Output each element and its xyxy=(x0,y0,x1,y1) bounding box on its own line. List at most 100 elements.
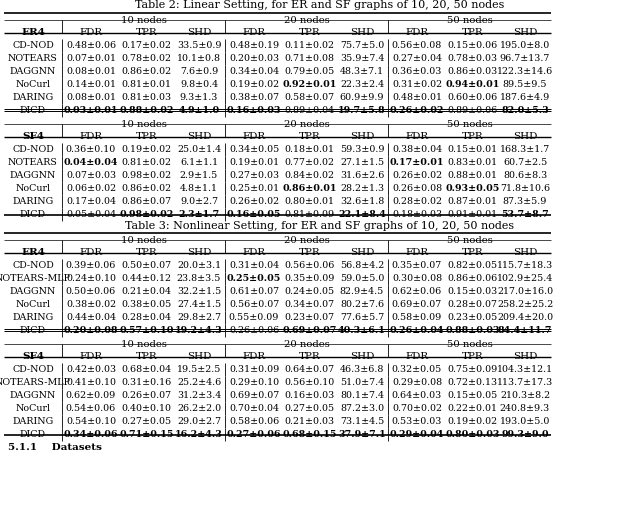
Text: 60.7±2.5: 60.7±2.5 xyxy=(503,158,547,167)
Text: 29.8±2.7: 29.8±2.7 xyxy=(177,313,221,322)
Text: 0.14±0.01: 0.14±0.01 xyxy=(66,80,116,89)
Text: 0.35±0.09: 0.35±0.09 xyxy=(284,274,335,283)
Text: 5.1.1    Datasets: 5.1.1 Datasets xyxy=(8,442,102,452)
Text: 0.64±0.07: 0.64±0.07 xyxy=(284,365,335,374)
Text: SF4: SF4 xyxy=(22,352,44,361)
Text: 0.31±0.02: 0.31±0.02 xyxy=(392,80,442,89)
Text: 0.86±0.02: 0.86±0.02 xyxy=(122,184,172,193)
Text: 0.50±0.07: 0.50±0.07 xyxy=(122,261,172,270)
Text: 27.1±1.5: 27.1±1.5 xyxy=(340,158,384,167)
Text: FDR: FDR xyxy=(79,352,102,361)
Text: 0.27±0.03: 0.27±0.03 xyxy=(229,171,279,180)
Text: 0.89±0.04: 0.89±0.04 xyxy=(284,106,335,115)
Text: ER4: ER4 xyxy=(21,248,45,257)
Text: SHD: SHD xyxy=(187,132,211,141)
Text: 75.7±5.0: 75.7±5.0 xyxy=(340,41,384,50)
Text: 0.29±0.10: 0.29±0.10 xyxy=(229,378,279,387)
Text: 0.26±0.08: 0.26±0.08 xyxy=(392,184,442,193)
Text: ER4: ER4 xyxy=(21,28,45,37)
Text: 87.3±5.9: 87.3±5.9 xyxy=(503,197,547,206)
Text: 0.88±0.01: 0.88±0.01 xyxy=(447,171,497,180)
Text: 0.61±0.07: 0.61±0.07 xyxy=(229,287,279,296)
Text: DICD: DICD xyxy=(20,326,46,335)
Text: 0.78±0.02: 0.78±0.02 xyxy=(122,54,172,63)
Text: FDR: FDR xyxy=(405,132,429,141)
Text: 0.32±0.05: 0.32±0.05 xyxy=(392,365,442,374)
Text: 60.9±9.9: 60.9±9.9 xyxy=(340,93,384,102)
Text: 0.69±0.07: 0.69±0.07 xyxy=(282,326,337,335)
Text: TPR: TPR xyxy=(136,28,157,37)
Text: 0.60±0.06: 0.60±0.06 xyxy=(447,93,498,102)
Text: NOTEARS: NOTEARS xyxy=(8,158,58,167)
Text: 0.56±0.06: 0.56±0.06 xyxy=(284,261,335,270)
Text: 0.54±0.06: 0.54±0.06 xyxy=(66,404,116,413)
Text: 26.2±2.0: 26.2±2.0 xyxy=(177,404,221,413)
Text: TPR: TPR xyxy=(136,248,157,257)
Text: 0.82±0.05: 0.82±0.05 xyxy=(447,261,497,270)
Text: NoCurl: NoCurl xyxy=(15,184,51,193)
Text: 33.5±0.9: 33.5±0.9 xyxy=(177,41,221,50)
Text: DAGGNN: DAGGNN xyxy=(10,171,56,180)
Text: 0.68±0.04: 0.68±0.04 xyxy=(122,365,172,374)
Text: 9.0±2.7: 9.0±2.7 xyxy=(180,197,218,206)
Text: 73.1±4.5: 73.1±4.5 xyxy=(340,417,384,426)
Text: 50 nodes: 50 nodes xyxy=(447,236,492,245)
Text: 0.86±0.07: 0.86±0.07 xyxy=(122,197,172,206)
Text: 0.20±0.08: 0.20±0.08 xyxy=(64,326,118,335)
Text: DAGGNN: DAGGNN xyxy=(10,391,56,400)
Text: 0.26±0.06: 0.26±0.06 xyxy=(229,326,279,335)
Text: 0.40±0.10: 0.40±0.10 xyxy=(122,404,172,413)
Text: DICD: DICD xyxy=(20,210,46,219)
Text: DARING: DARING xyxy=(12,417,54,426)
Text: DAGGNN: DAGGNN xyxy=(10,67,56,76)
Text: 40.3±6.1: 40.3±6.1 xyxy=(338,326,386,335)
Text: 80.2±7.6: 80.2±7.6 xyxy=(340,300,384,309)
Text: 0.80±0.01: 0.80±0.01 xyxy=(285,197,335,206)
Text: 0.81±0.03: 0.81±0.03 xyxy=(122,93,172,102)
Text: 0.18±0.03: 0.18±0.03 xyxy=(392,210,442,219)
Text: 102.9±25.4: 102.9±25.4 xyxy=(497,274,553,283)
Text: 210.3±8.2: 210.3±8.2 xyxy=(500,391,550,400)
Text: 0.94±0.01: 0.94±0.01 xyxy=(445,80,500,89)
Text: FDR: FDR xyxy=(243,132,266,141)
Text: 0.44±0.04: 0.44±0.04 xyxy=(66,313,116,322)
Text: 20 nodes: 20 nodes xyxy=(284,120,330,129)
Text: SHD: SHD xyxy=(187,248,211,257)
Text: 0.17±0.02: 0.17±0.02 xyxy=(122,41,172,50)
Text: 0.44±0.12: 0.44±0.12 xyxy=(122,274,172,283)
Text: TPR: TPR xyxy=(461,352,483,361)
Text: 0.79±0.05: 0.79±0.05 xyxy=(284,67,335,76)
Text: 193.0±5.0: 193.0±5.0 xyxy=(500,417,550,426)
Text: 0.71±0.15: 0.71±0.15 xyxy=(119,430,173,439)
Text: TPR: TPR xyxy=(461,28,483,37)
Text: FDR: FDR xyxy=(243,352,266,361)
Text: 0.25±0.05: 0.25±0.05 xyxy=(227,274,281,283)
Text: 0.53±0.03: 0.53±0.03 xyxy=(392,417,442,426)
Text: SHD: SHD xyxy=(513,132,537,141)
Text: 0.58±0.07: 0.58±0.07 xyxy=(284,93,335,102)
Text: 0.86±0.03: 0.86±0.03 xyxy=(447,67,498,76)
Text: 0.15±0.06: 0.15±0.06 xyxy=(447,41,498,50)
Text: TPR: TPR xyxy=(461,132,483,141)
Text: 20.0±3.1: 20.0±3.1 xyxy=(177,261,221,270)
Text: 0.50±0.06: 0.50±0.06 xyxy=(66,287,116,296)
Text: 16.2±4.3: 16.2±4.3 xyxy=(175,430,223,439)
Text: 0.19±0.02: 0.19±0.02 xyxy=(122,145,172,154)
Text: 10 nodes: 10 nodes xyxy=(120,339,166,349)
Text: 0.08±0.01: 0.08±0.01 xyxy=(66,93,116,102)
Text: 82.9±4.5: 82.9±4.5 xyxy=(340,287,384,296)
Text: TPR: TPR xyxy=(461,248,483,257)
Text: 87.2±3.0: 87.2±3.0 xyxy=(340,404,384,413)
Text: 37.9±7.1: 37.9±7.1 xyxy=(338,430,386,439)
Text: CD-NOD: CD-NOD xyxy=(12,365,54,374)
Text: 0.58±0.09: 0.58±0.09 xyxy=(392,313,442,322)
Text: Table 3: Nonlinear Setting, for ER and SF graphs of 10, 20, 50 nodes: Table 3: Nonlinear Setting, for ER and S… xyxy=(125,221,515,231)
Text: NOTEARS: NOTEARS xyxy=(8,54,58,63)
Text: 10 nodes: 10 nodes xyxy=(120,16,166,25)
Text: FDR: FDR xyxy=(79,248,102,257)
Text: 0.34±0.04: 0.34±0.04 xyxy=(229,67,279,76)
Text: 0.31±0.04: 0.31±0.04 xyxy=(229,261,279,270)
Text: 0.19±0.01: 0.19±0.01 xyxy=(229,158,279,167)
Text: 115.7±18.3: 115.7±18.3 xyxy=(497,261,553,270)
Text: FDR: FDR xyxy=(243,248,266,257)
